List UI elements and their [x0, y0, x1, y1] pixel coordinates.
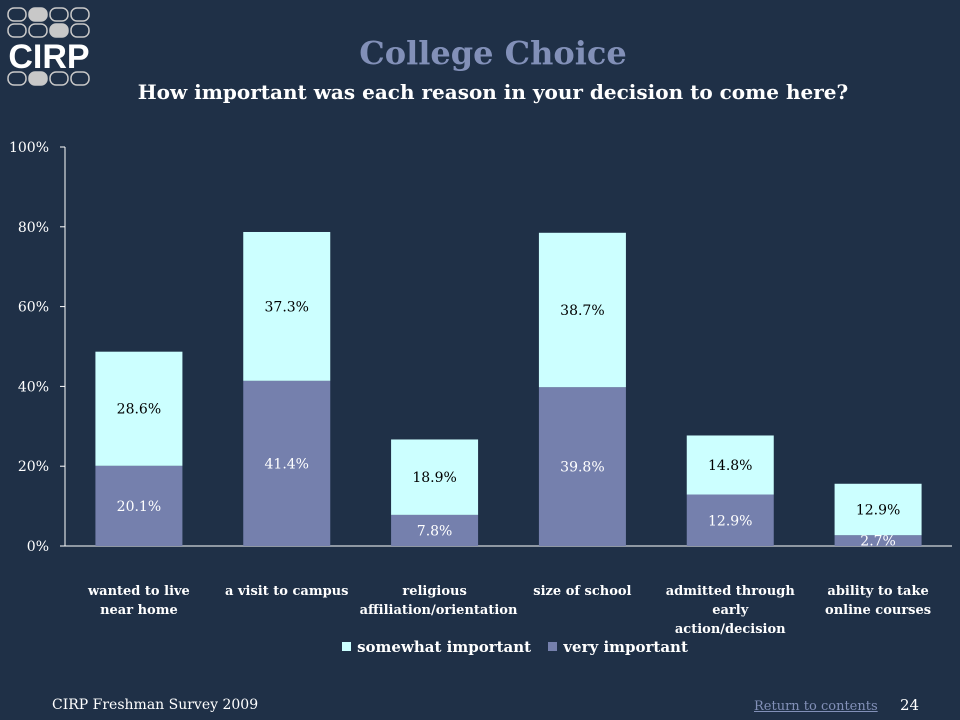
data-label-somewhat-important: 37.3%: [265, 299, 309, 315]
page-subtitle: How important was each reason in your de…: [137, 80, 849, 104]
x-category-label-line: a visit to campus: [225, 584, 349, 599]
bar-somewhat-important: [391, 439, 479, 515]
y-tick-label: 60%: [18, 300, 49, 316]
stacked-bar-chart: 0% 20% 40% 60% 80% 100% 20.1% 28.6% 41.4% 37.3% 7.…: [9, 140, 952, 555]
legend-item-somewhat-important: somewhat important: [342, 638, 531, 656]
bar-somewhat-important: [243, 231, 331, 381]
bar-very-important: [538, 387, 626, 546]
logo-dot: [49, 23, 69, 38]
logo-text: CIRP: [8, 38, 89, 76]
legend-swatch-somewhat: [342, 642, 352, 651]
data-label-very-important: 20.1%: [117, 499, 161, 515]
x-category-label-line: affiliation/orientation: [359, 603, 518, 618]
x-category-label-line: religious: [402, 584, 467, 599]
data-label-somewhat-important: 12.9%: [856, 502, 900, 518]
logo-dot: [28, 23, 48, 38]
data-label-very-important: 39.8%: [560, 460, 604, 476]
logo-dot: [7, 71, 27, 86]
y-tick-label: 0%: [27, 539, 49, 555]
logo-dot: [7, 7, 27, 22]
data-label-somewhat-important: 28.6%: [117, 402, 161, 418]
logo-dot: [28, 7, 48, 22]
cirp-logo: CIRP: [7, 7, 90, 86]
logo-dot: [49, 71, 69, 86]
bar-very-important: [391, 514, 479, 546]
data-label-somewhat-important: 18.9%: [412, 470, 456, 486]
x-category-label-line: size of school: [533, 584, 632, 599]
bar-very-important: [834, 535, 922, 546]
x-category-label: admitted through early action/decision: [655, 582, 805, 639]
data-label-somewhat-important: 14.8%: [708, 458, 752, 474]
logo-dot: [70, 23, 90, 38]
x-category-label: ability to take online courses: [803, 582, 953, 620]
data-label-very-important: 41.4%: [265, 456, 309, 472]
page-number: 24: [900, 696, 920, 714]
x-category-label: religious affiliation/orientation: [359, 582, 518, 620]
x-category-label-line: wanted to live: [87, 584, 190, 599]
legend-swatch-very: [548, 642, 558, 651]
x-category-label: wanted to live near home: [64, 582, 214, 620]
logo-dot: [28, 71, 48, 86]
logo-dot: [49, 7, 69, 22]
data-label-very-important: 12.9%: [708, 513, 752, 529]
logo-dot: [70, 7, 90, 22]
logo-dot: [7, 23, 27, 38]
bar-very-important: [686, 494, 774, 546]
data-label-somewhat-important: 38.7%: [560, 303, 604, 319]
bar-very-important: [243, 380, 331, 546]
x-category-label-line: early action/decision: [674, 603, 786, 637]
x-category-label-line: near home: [100, 603, 178, 618]
data-label-very-important: 2.7%: [860, 534, 896, 550]
x-category-label: a visit to campus: [212, 582, 362, 601]
legend-item-very-important: very important: [548, 638, 688, 656]
legend-label-somewhat: somewhat important: [357, 638, 532, 656]
x-category-label: size of school: [507, 582, 657, 601]
chart-legend: somewhat important very important: [0, 638, 960, 656]
y-tick-label: 20%: [18, 459, 49, 475]
legend-label-very: very important: [563, 638, 688, 656]
bar-very-important: [95, 465, 183, 546]
y-tick-label: 80%: [18, 220, 49, 236]
x-category-label-line: ability to take: [827, 584, 929, 599]
return-to-contents-link[interactable]: Return to contents: [754, 699, 878, 714]
y-tick-label: 40%: [18, 379, 49, 395]
bar-somewhat-important: [834, 483, 922, 536]
x-category-label-line: online courses: [825, 603, 932, 618]
logo-dot: [70, 71, 90, 86]
bar-somewhat-important: [538, 232, 626, 388]
x-category-label-line: admitted through: [665, 584, 795, 599]
data-label-very-important: 7.8%: [417, 523, 453, 539]
bar-somewhat-important: [95, 351, 183, 466]
y-tick-label: 100%: [9, 140, 49, 156]
survey-footer: CIRP Freshman Survey 2009: [52, 697, 259, 713]
page-title: College Choice: [359, 34, 627, 72]
bar-somewhat-important: [686, 435, 774, 495]
